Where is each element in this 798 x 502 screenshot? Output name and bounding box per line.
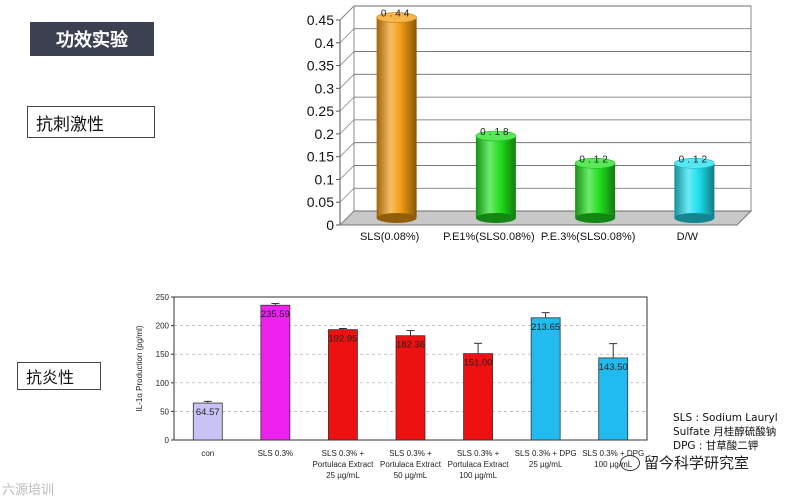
note-line: SLS : Sodium Lauryl	[673, 412, 778, 424]
chart1-bar-base	[376, 213, 417, 223]
chart1-data-label: 0.12	[679, 154, 710, 165]
chart1-x-tick-label: P.E.3%(SLS0.08%)	[541, 231, 636, 243]
chart2-x-tick-label: 25 µg/mL	[326, 471, 360, 480]
chart2-y-axis-label: IL-1α Production (pg/ml)	[135, 325, 144, 411]
chart1-gridline-depth	[339, 187, 355, 203]
chart2-x-tick-label: 50 µg/mL	[394, 471, 428, 480]
chart1-y-tick-label: 0.25	[307, 103, 334, 119]
chart2-data-label: 143.50	[599, 362, 628, 373]
chart1-gridline-depth	[339, 119, 355, 135]
chart1-data-label: 0.44	[381, 9, 412, 20]
chart1-bar-base	[674, 213, 715, 223]
chart2-x-tick-label: 25 µg/mL	[529, 460, 563, 469]
chart1-gridline-depth	[339, 5, 355, 21]
chart1-x-tick-label: D/W	[677, 231, 699, 243]
chart1-bar-top	[574, 158, 616, 169]
chart2-x-tick-label: Portulaca Extract	[380, 460, 442, 469]
chart1-gridline-depth	[339, 74, 355, 89]
chart1-gridline-depth	[339, 51, 355, 66]
chart2-data-label: 235.59	[261, 309, 290, 320]
chart1-data-label: 0.18	[480, 127, 511, 138]
chart2-data-label: 192.95	[328, 334, 357, 345]
irritation-label: 抗刺激性	[27, 106, 155, 138]
chart1-gridline-depth	[339, 28, 355, 44]
chart2-bar	[598, 357, 629, 441]
chart1-bar	[674, 163, 715, 218]
chart2-x-tick-label: SLS 0.3%	[258, 449, 294, 458]
chart2-x-tick-label: con	[201, 449, 214, 458]
chart2-y-tick-label: 100	[156, 379, 170, 388]
left-watermark: 六源培训	[2, 483, 55, 498]
chart2-x-tick-label: 100 µg/mL	[594, 460, 633, 469]
chart2-bar	[395, 335, 426, 441]
chart1-gridline-depth	[339, 210, 355, 226]
chart1-gridline-depth	[339, 96, 355, 112]
chart2-x-tick-label: Portulaca Extract	[448, 460, 510, 469]
chart1-bar-top	[376, 12, 417, 23]
chart1-bar	[475, 136, 516, 218]
chart1-y-tick-label: 0.45	[307, 12, 334, 28]
chart2-data-label: 213.65	[531, 322, 560, 333]
chart2-x-tick-label: SLS 0.3% + DPG	[515, 449, 577, 458]
chart2-bar	[260, 304, 291, 441]
chart1-bar	[575, 163, 616, 218]
chart1-y-tick-label: 0.2	[315, 126, 335, 142]
chart1-bar	[376, 17, 417, 218]
chart2-x-tick-label: 100 µg/mL	[459, 471, 498, 480]
chart2-data-label: 182.36	[396, 340, 425, 351]
chart2-x-tick-label: SLS 0.3% +	[389, 449, 432, 458]
chart2-y-tick-label: 0	[165, 436, 170, 445]
chart1-x-tick-label: SLS(0.08%)	[360, 231, 419, 243]
chart1-y-tick-label: 0.3	[315, 80, 335, 96]
chart1-y-tick-label: 0	[326, 217, 334, 233]
chart1-data-label: 0.12	[579, 154, 610, 165]
chart1-y-tick-label: 0.05	[307, 194, 334, 210]
chart1-y-tick-label: 0.4	[315, 35, 335, 51]
chart2-x-tick-label: SLS 0.3% +	[457, 449, 500, 458]
chart1-y-tick-label: 0.15	[307, 149, 334, 165]
chart2-y-tick-label: 250	[156, 293, 170, 302]
chart2-y-tick-label: 150	[156, 350, 170, 359]
right-watermark-text: 留今科学研究室	[644, 454, 750, 472]
chart1-bar-base	[575, 213, 616, 223]
chart2-data-label: 64.57	[196, 407, 220, 418]
section-title: 功效实验	[30, 22, 154, 56]
chart2-x-tick-label: SLS 0.3% +	[322, 449, 365, 458]
chart1-bar-top	[475, 130, 517, 142]
chart2-bar	[328, 329, 358, 441]
chart1-y-tick-label: 0.35	[307, 58, 334, 74]
anti-inflammatory-label: 抗炎性	[17, 362, 101, 390]
chart1-x-tick-label: P.E1%(SLS0.08%)	[443, 231, 535, 243]
chart2-y-tick-label: 200	[156, 322, 170, 331]
chart2-y-tick-label: 50	[160, 407, 169, 416]
right-watermark: 留今科学研究室	[620, 452, 749, 473]
chart2-x-tick-label: SLS 0.3% + DPG	[582, 449, 644, 458]
chart1-y-tick-label: 0.1	[315, 171, 335, 187]
chart2-x-tick-label: Portulaca Extract	[312, 460, 374, 469]
wechat-icon	[620, 454, 640, 471]
note-line: Sulfate 月桂醇硫酸钠	[673, 426, 777, 438]
chart1-gridline-depth	[339, 142, 355, 157]
chart1-bar-top	[674, 158, 715, 169]
chart2-data-label: 151.00	[464, 358, 493, 369]
note-line: DPG : 甘草酸二钾	[673, 440, 759, 452]
chart1-bar-base	[475, 213, 516, 223]
chart2-bar	[530, 317, 561, 441]
chart2-bar	[192, 402, 223, 441]
abbreviation-note: SLS : Sodium Lauryl Sulfate 月桂醇硫酸钠 DPG :…	[673, 411, 797, 453]
chart1-gridline-depth	[339, 165, 355, 180]
